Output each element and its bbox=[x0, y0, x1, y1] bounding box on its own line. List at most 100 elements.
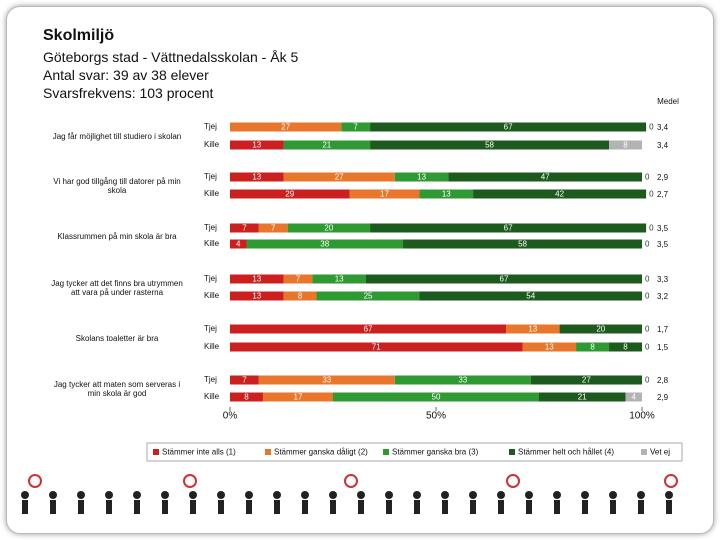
legend-swatch bbox=[641, 449, 647, 455]
bar-segment bbox=[246, 239, 404, 249]
data-label: 67 bbox=[364, 325, 373, 334]
decor-figure bbox=[581, 491, 589, 499]
bar-segment bbox=[258, 223, 288, 233]
decor-figure bbox=[330, 500, 336, 514]
bar-segment bbox=[609, 342, 642, 352]
legend-label: Stämmer ganska bra (3) bbox=[392, 448, 479, 457]
data-label: 27 bbox=[281, 123, 290, 132]
decor-figure bbox=[22, 500, 28, 514]
bar-segment bbox=[522, 342, 577, 352]
decor-target bbox=[183, 474, 197, 488]
bar-segment bbox=[230, 223, 259, 233]
decor-figure bbox=[106, 500, 112, 514]
bar-segment bbox=[230, 392, 263, 402]
subtitle: Svarsfrekvens: 103 procent bbox=[43, 85, 214, 101]
data-label: 7 bbox=[242, 376, 247, 385]
bar-segment bbox=[283, 291, 317, 301]
legend-label: Stämmer inte alls (1) bbox=[162, 448, 236, 457]
decor-figure bbox=[414, 500, 420, 514]
data-label: 7 bbox=[242, 224, 247, 233]
legend-swatch bbox=[509, 449, 515, 455]
decor-figure bbox=[105, 491, 113, 499]
bar-segment bbox=[349, 189, 420, 199]
data-label: 67 bbox=[504, 224, 513, 233]
decor-figure bbox=[442, 500, 448, 514]
bar-segment bbox=[419, 189, 474, 199]
data-label: 0 bbox=[649, 190, 654, 199]
decor-figure bbox=[610, 500, 616, 514]
data-label: 20 bbox=[324, 224, 333, 233]
bar-segment bbox=[370, 223, 647, 233]
decor-figure bbox=[553, 491, 561, 499]
bar-segment bbox=[333, 392, 539, 402]
category-label: Kille bbox=[204, 140, 220, 149]
bar-segment bbox=[312, 274, 366, 284]
decor-figure bbox=[526, 500, 532, 514]
decor-figure bbox=[161, 491, 169, 499]
decor-figure bbox=[666, 500, 672, 514]
bar-segment bbox=[230, 239, 247, 249]
decor-figure bbox=[413, 491, 421, 499]
data-label: 13 bbox=[417, 173, 426, 182]
bar-segment bbox=[370, 140, 610, 150]
bar-segment bbox=[230, 140, 284, 150]
decor-figure bbox=[301, 491, 309, 499]
decor-figure bbox=[77, 491, 85, 499]
data-label: 8 bbox=[298, 292, 303, 301]
mean-label: 1,5 bbox=[657, 343, 669, 352]
bar-segment bbox=[316, 291, 420, 301]
data-label: 0 bbox=[645, 240, 650, 249]
legend-label: Vet ej bbox=[650, 448, 670, 457]
mean-label: 2,9 bbox=[657, 393, 669, 402]
bar-segment bbox=[283, 140, 371, 150]
data-label: 0 bbox=[645, 325, 650, 334]
data-label: 33 bbox=[458, 376, 467, 385]
legend-label: Stämmer helt och hållet (4) bbox=[518, 448, 614, 457]
legend-swatch bbox=[153, 449, 159, 455]
data-label: 13 bbox=[442, 190, 451, 199]
mean-label: 1,7 bbox=[657, 325, 669, 334]
decor-figure bbox=[50, 500, 56, 514]
decor-figure bbox=[78, 500, 84, 514]
data-label: 50 bbox=[432, 393, 441, 402]
decor-figure bbox=[609, 491, 617, 499]
data-label: 58 bbox=[518, 240, 527, 249]
category-label: Kille bbox=[204, 239, 220, 248]
bar-segment bbox=[230, 122, 342, 132]
category-label: Tjej bbox=[204, 375, 217, 384]
decor-figure bbox=[386, 500, 392, 514]
mean-label: 2,9 bbox=[657, 173, 669, 182]
category-label: Kille bbox=[204, 392, 220, 401]
data-label: 27 bbox=[582, 376, 591, 385]
mean-label: 3,5 bbox=[657, 224, 669, 233]
bar-segment bbox=[559, 324, 642, 334]
bar-segment bbox=[262, 392, 333, 402]
bar-segment bbox=[473, 189, 647, 199]
decor-figure bbox=[273, 491, 281, 499]
mean-label: 3,2 bbox=[657, 292, 669, 301]
data-label: 0 bbox=[645, 275, 650, 284]
decor-figure bbox=[638, 500, 644, 514]
data-label: 20 bbox=[596, 325, 605, 334]
question-label: Skolans toaletter är bra bbox=[75, 333, 159, 343]
data-label: 17 bbox=[294, 393, 303, 402]
category-label: Kille bbox=[204, 342, 220, 351]
decor-figure bbox=[246, 500, 252, 514]
data-label: 0 bbox=[645, 173, 650, 182]
bar-segment bbox=[609, 140, 642, 150]
data-label: 58 bbox=[485, 141, 494, 150]
decor-figure bbox=[554, 500, 560, 514]
mean-label: 3,5 bbox=[657, 240, 669, 249]
legend-swatch bbox=[383, 449, 389, 455]
decor-figure bbox=[582, 500, 588, 514]
legend-swatch bbox=[265, 449, 271, 455]
decor-figure bbox=[134, 500, 140, 514]
data-label: 13 bbox=[545, 343, 554, 352]
decor-target bbox=[664, 474, 678, 488]
data-label: 0 bbox=[649, 123, 654, 132]
mean-label: 2,8 bbox=[657, 376, 669, 385]
bar-segment bbox=[506, 324, 560, 334]
slide: Skolmiljö Göteborgs stad - Vättnedalssko… bbox=[6, 6, 714, 534]
bar-segment bbox=[283, 172, 395, 182]
data-label: 13 bbox=[252, 275, 261, 284]
